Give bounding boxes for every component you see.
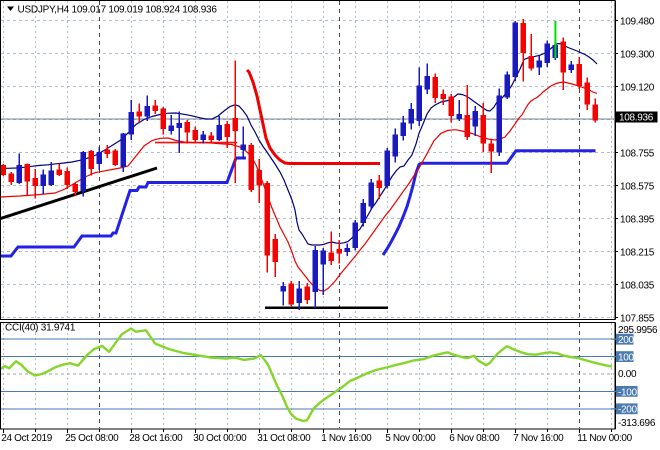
svg-text:107.855: 107.855 <box>620 313 655 324</box>
svg-text:108.755: 108.755 <box>620 148 655 159</box>
svg-text:108.575: 108.575 <box>620 181 655 192</box>
svg-text:30 Oct 00:00: 30 Oct 00:00 <box>193 433 247 444</box>
svg-text:108.936: 108.936 <box>619 113 654 124</box>
svg-text:24 Oct 2019: 24 Oct 2019 <box>1 433 52 444</box>
svg-text:6 Nov 08:00: 6 Nov 08:00 <box>449 433 500 444</box>
svg-text:-313.696: -313.696 <box>618 418 656 429</box>
svg-text:25 Oct 08:00: 25 Oct 08:00 <box>65 433 119 444</box>
svg-text:109.480: 109.480 <box>620 16 655 27</box>
svg-text:0.00: 0.00 <box>618 369 637 380</box>
svg-text:5 Nov 00:00: 5 Nov 00:00 <box>385 433 436 444</box>
svg-text:CCI(40) 31.9741: CCI(40) 31.9741 <box>5 322 76 333</box>
svg-text:108.035: 108.035 <box>620 280 655 291</box>
svg-text:109.120: 109.120 <box>620 82 655 93</box>
svg-text:1 Nov 16:00: 1 Nov 16:00 <box>321 433 372 444</box>
svg-text:108.215: 108.215 <box>620 247 655 258</box>
svg-text:USDJPY,H4 109.017 109.019 108: USDJPY,H4 109.017 109.019 108.924 108.93… <box>18 4 218 15</box>
svg-text:295.9956: 295.9956 <box>618 325 658 336</box>
svg-text:-100: -100 <box>618 387 638 398</box>
svg-text:11 Nov 00:00: 11 Nov 00:00 <box>577 433 632 444</box>
svg-text:109.300: 109.300 <box>620 49 655 60</box>
svg-text:7 Nov 16:00: 7 Nov 16:00 <box>513 433 564 444</box>
svg-text:31 Oct 08:00: 31 Oct 08:00 <box>257 433 311 444</box>
svg-text:100: 100 <box>618 353 635 364</box>
svg-text:28 Oct 16:00: 28 Oct 16:00 <box>129 433 183 444</box>
svg-text:108.395: 108.395 <box>620 214 655 225</box>
svg-text:200: 200 <box>618 335 635 346</box>
svg-text:-200: -200 <box>618 405 638 416</box>
